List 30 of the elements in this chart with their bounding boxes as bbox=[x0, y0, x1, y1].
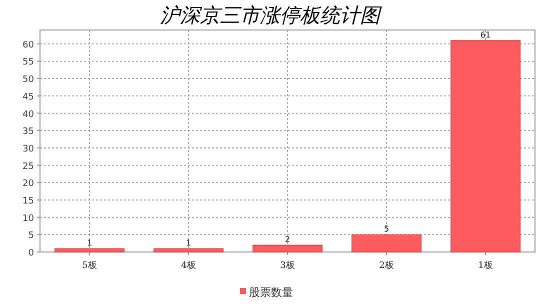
y-tick-label: 60 bbox=[22, 40, 34, 50]
data-label: 5 bbox=[384, 224, 390, 234]
y-tick-label: 40 bbox=[22, 110, 34, 120]
bar bbox=[450, 40, 520, 252]
y-tick-label: 10 bbox=[22, 214, 34, 224]
y-tick-label: 5 bbox=[28, 231, 34, 242]
x-tick-label: 5板 bbox=[82, 260, 97, 271]
legend-label: 股票数量 bbox=[249, 286, 293, 299]
data-label: 2 bbox=[284, 235, 290, 244]
x-tick-label: 2板 bbox=[379, 260, 394, 271]
y-tick-label: 25 bbox=[22, 162, 34, 172]
bar bbox=[252, 244, 322, 252]
y-tick-label: 50 bbox=[22, 75, 34, 86]
bar bbox=[54, 248, 124, 252]
y-tick-label: 35 bbox=[22, 127, 34, 138]
data-label: 61 bbox=[480, 30, 491, 40]
x-tick-label: 3板 bbox=[280, 260, 295, 271]
y-tick-label: 55 bbox=[22, 58, 34, 68]
bar bbox=[154, 248, 224, 252]
x-tick-label: 4板 bbox=[181, 260, 196, 271]
data-label: 1 bbox=[186, 238, 192, 248]
y-tick-label: 30 bbox=[22, 144, 34, 154]
chart-title: 沪深京三市涨停板统计图 bbox=[160, 3, 382, 27]
bar bbox=[352, 234, 422, 252]
y-tick-label: 15 bbox=[22, 196, 34, 206]
data-label: 1 bbox=[86, 238, 92, 248]
y-tick-label: 45 bbox=[22, 92, 34, 102]
y-tick-label: 0 bbox=[28, 248, 34, 258]
x-tick-label: 1板 bbox=[478, 260, 493, 271]
y-tick-label: 20 bbox=[22, 179, 34, 190]
